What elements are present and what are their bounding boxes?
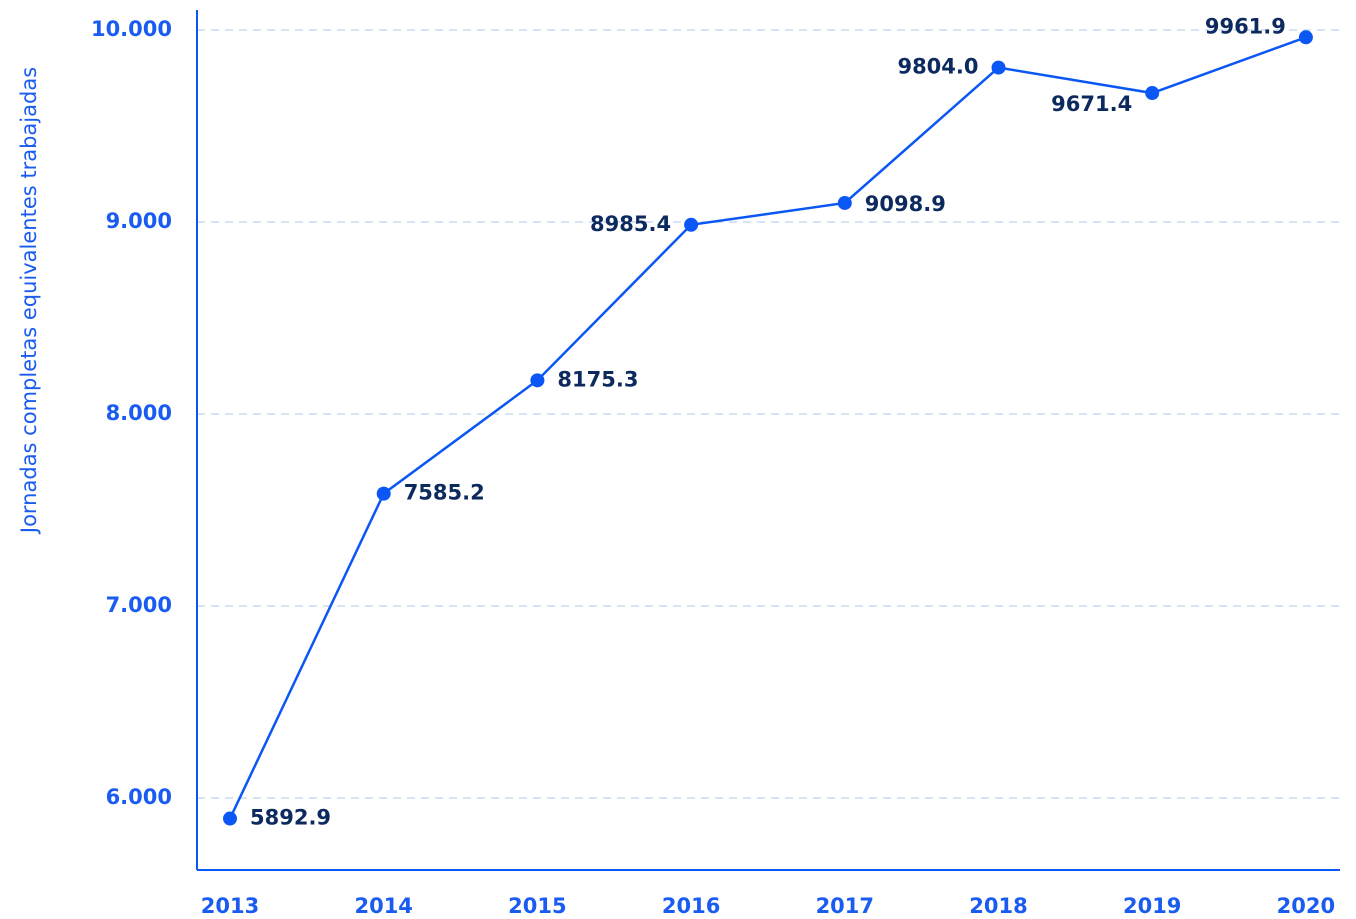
point	[684, 217, 699, 232]
y-tick-label: 9.000	[106, 209, 172, 233]
x-tick-label: 2018	[969, 894, 1027, 918]
data-label: 9671.4	[1051, 92, 1132, 116]
x-tick-label: 2020	[1277, 894, 1335, 918]
x-tick-label: 2015	[508, 894, 566, 918]
x-tick-label: 2014	[354, 894, 412, 918]
y-tick-label: 7.000	[106, 593, 172, 617]
point	[991, 60, 1006, 75]
y-tick-label: 6.000	[106, 785, 172, 809]
data-label: 9098.9	[865, 192, 946, 216]
point	[223, 811, 237, 826]
y-tick-label: 10.000	[91, 17, 172, 41]
point	[1298, 30, 1313, 45]
x-tick-label: 2013	[201, 894, 259, 918]
point	[1145, 86, 1160, 101]
data-label: 9804.0	[897, 55, 978, 79]
x-tick-label: 2016	[662, 894, 720, 918]
data-label: 7585.2	[404, 481, 485, 505]
point	[530, 373, 545, 388]
data-label: 5892.9	[250, 806, 331, 830]
y-tick-label: 8.000	[106, 401, 172, 425]
data-label: 8985.4	[590, 212, 671, 236]
x-tick-label: 2019	[1123, 894, 1181, 918]
data-label: 9961.9	[1205, 14, 1286, 38]
data-label: 8175.3	[557, 367, 638, 391]
point	[376, 486, 391, 501]
line	[228, 36, 1307, 820]
point	[837, 195, 852, 210]
y-axis-label: Jornadas completas equivalentes trabajad…	[17, 67, 41, 535]
x-tick-label: 2017	[816, 894, 874, 918]
